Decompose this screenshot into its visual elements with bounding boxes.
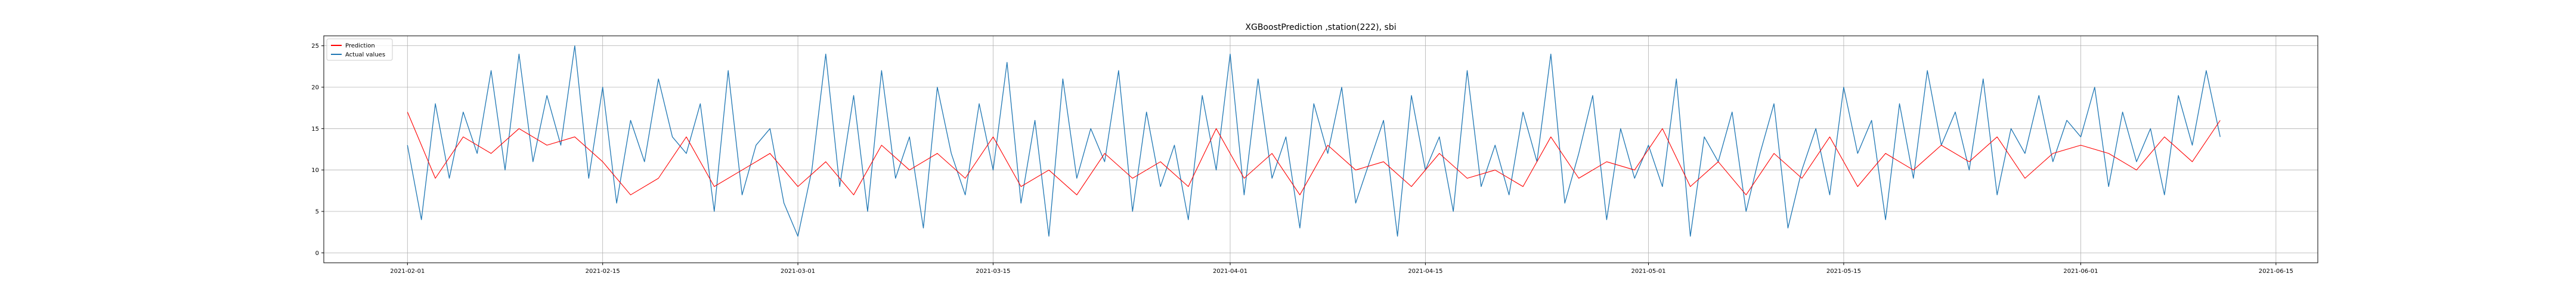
series-line-actual-values <box>407 45 2221 237</box>
series-layer <box>407 45 2221 237</box>
y-tick-label: 15 <box>311 126 319 133</box>
x-tick-label: 2021-06-01 <box>2063 268 2098 275</box>
y-tick-label: 10 <box>311 167 319 174</box>
legend-label-prediction: Prediction <box>345 43 375 50</box>
x-tick-label: 2021-05-01 <box>1631 268 1665 275</box>
y-tick-label: 20 <box>311 84 319 91</box>
y-tick-label: 5 <box>315 209 319 216</box>
x-tick-label: 2021-06-15 <box>2259 268 2293 275</box>
y-tick-label: 25 <box>311 43 319 50</box>
x-tick-label: 2021-02-01 <box>390 268 425 275</box>
x-tick-label: 2021-03-01 <box>781 268 815 275</box>
x-tick-label: 2021-02-15 <box>586 268 620 275</box>
series-line-prediction <box>407 112 2221 195</box>
legend-label-actual-values: Actual values <box>345 52 385 59</box>
legend-box <box>326 38 393 61</box>
chart-title: XGBoostPrediction ,station(222), sbi <box>1245 23 1396 32</box>
x-tick-label: 2021-04-15 <box>1408 268 1442 275</box>
x-tick-label: 2021-04-01 <box>1213 268 1247 275</box>
ticks: 2021-02-01 2021-02-15 2021-03-01 2021-03-15… <box>311 43 2293 275</box>
x-tick-label: 2021-03-15 <box>976 268 1010 275</box>
y-tick-label: 0 <box>315 250 319 257</box>
legend: Prediction Actual values <box>326 38 393 61</box>
grid <box>324 36 2318 263</box>
plot-frame <box>323 35 2318 263</box>
x-tick-label: 2021-05-15 <box>1826 268 1861 275</box>
